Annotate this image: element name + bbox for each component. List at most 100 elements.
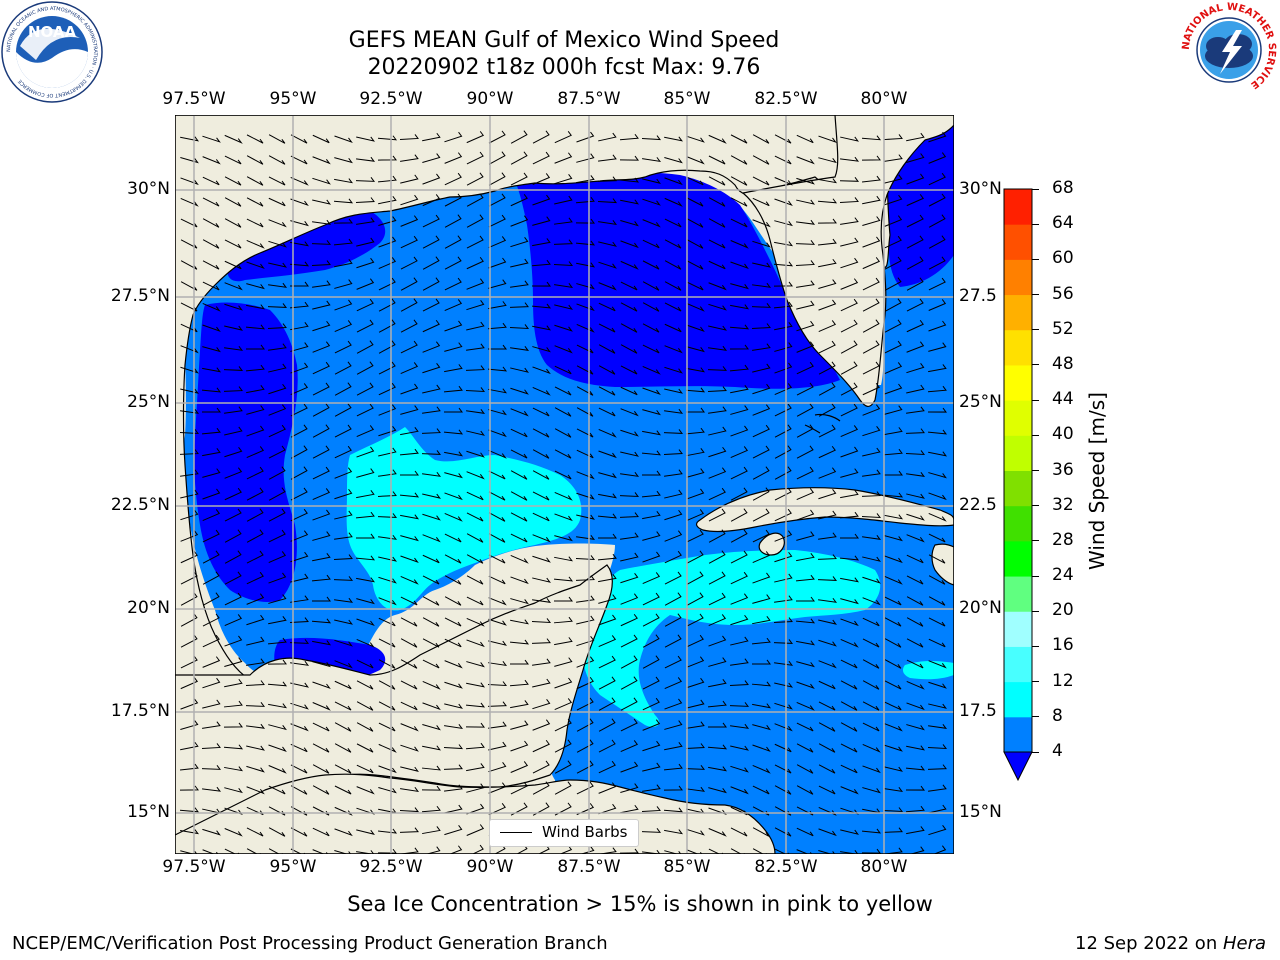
wind-barb — [224, 155, 242, 165]
wind-barb — [400, 154, 419, 162]
land-hispaniola-edge — [931, 543, 954, 586]
wind-barb — [202, 529, 220, 543]
wind-barb — [576, 697, 594, 711]
wind-barb — [334, 680, 352, 690]
wind-barb — [862, 298, 880, 312]
wind-barb — [444, 472, 463, 479]
wind-barb — [465, 387, 486, 393]
wind-barb — [686, 529, 704, 543]
wind-barb — [268, 703, 288, 709]
wind-barb — [290, 155, 308, 165]
wind-barb — [752, 765, 771, 774]
wind-barb — [488, 597, 507, 606]
wind-barb — [817, 576, 838, 581]
wind-barb — [884, 723, 903, 732]
wind-barb — [466, 617, 485, 627]
wind-barb — [180, 177, 199, 186]
wind-barb — [906, 659, 924, 669]
wind-barb — [576, 760, 594, 774]
wind-barb — [510, 598, 529, 605]
wind-barb — [487, 344, 508, 350]
wind-barb — [730, 593, 749, 605]
wind-barb — [179, 807, 200, 813]
wind-barb — [554, 535, 573, 542]
wind-barb — [752, 703, 772, 709]
wind-barb — [796, 722, 814, 732]
wind-barb — [224, 766, 244, 772]
wind-barb — [510, 193, 528, 207]
wind-barb — [356, 425, 375, 438]
wind-barb — [246, 723, 266, 729]
wind-barb — [466, 278, 485, 290]
wind-barb — [356, 136, 375, 142]
wind-barb — [488, 661, 508, 666]
wind-barb — [751, 303, 772, 308]
wind-barb — [180, 829, 200, 835]
colorbar-cell — [1004, 329, 1032, 366]
wind-barb — [796, 764, 814, 774]
wind-barb — [664, 345, 683, 354]
wind-barb — [883, 807, 904, 813]
wind-barb — [356, 598, 375, 605]
wind-barb — [773, 301, 793, 309]
wind-barb — [840, 701, 858, 711]
wind-barb — [686, 550, 704, 564]
wind-barb — [422, 173, 441, 185]
wind-barb — [488, 741, 507, 751]
wind-barb — [707, 366, 728, 371]
wind-barb — [576, 407, 594, 417]
wind-barb — [356, 764, 374, 774]
wind-barb — [840, 425, 859, 438]
wind-barb — [840, 680, 858, 690]
wind-barb — [334, 361, 352, 375]
wind-barb — [928, 472, 947, 479]
wind-barb — [378, 298, 396, 312]
latitude-label-left: 30°N — [127, 179, 170, 199]
wind-barb — [818, 639, 837, 647]
wind-barb — [795, 596, 815, 602]
wind-barb — [532, 597, 552, 603]
colorbar-tick-label: 56 — [1052, 283, 1074, 304]
wind-barb — [818, 532, 837, 540]
wind-barb — [642, 260, 660, 270]
wind-barb — [268, 594, 287, 604]
wind-barb — [817, 238, 837, 246]
wind-barb — [774, 595, 793, 603]
wind-barb — [641, 828, 662, 833]
wind-barb — [884, 680, 902, 690]
wind-barb — [378, 382, 396, 396]
wind-barb — [906, 513, 925, 521]
wind-barb — [378, 638, 396, 648]
wind-barb — [246, 745, 265, 751]
wind-barb — [290, 383, 309, 396]
wind-barb — [642, 302, 660, 312]
wind-barb — [730, 614, 749, 626]
wind-barb — [267, 303, 288, 308]
wind-barb — [202, 613, 220, 627]
wind-barb — [774, 198, 793, 206]
wind-barb — [378, 319, 396, 333]
colorbar-label: Wind Speed [m/s] — [1085, 392, 1109, 570]
wind-barb — [752, 827, 770, 837]
wind-barb — [290, 362, 309, 374]
wind-barb — [839, 533, 860, 539]
wind-barb — [619, 155, 640, 161]
wind-barb — [356, 743, 374, 753]
wind-barb — [796, 553, 815, 562]
wind-barb — [884, 638, 902, 648]
wind-barb — [245, 680, 265, 687]
wind-barb — [708, 848, 724, 854]
wind-barb — [554, 428, 572, 438]
wind-barb — [202, 699, 221, 709]
wind-barb — [312, 640, 332, 646]
wind-barb — [598, 782, 617, 794]
wind-barb — [290, 682, 309, 688]
wind-barb — [862, 743, 881, 753]
wind-barb — [356, 722, 374, 732]
wind-barb — [642, 849, 661, 854]
colorbar-tick-label: 8 — [1052, 705, 1063, 726]
wind-barb — [817, 218, 837, 224]
wind-barb — [862, 765, 881, 774]
wind-barbs-legend: Wind Barbs — [489, 819, 639, 847]
wind-barb — [444, 320, 463, 332]
